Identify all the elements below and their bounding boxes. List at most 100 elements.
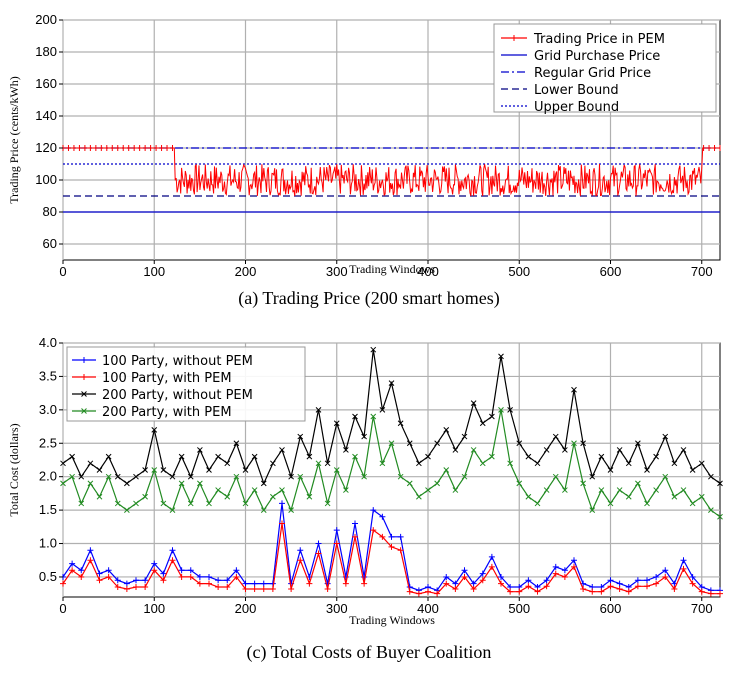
point-marker [461, 567, 468, 574]
point-marker [270, 460, 276, 467]
point-marker [78, 500, 85, 507]
point-marker [133, 577, 139, 584]
point-marker [707, 590, 714, 597]
point-marker [342, 580, 349, 587]
c-ytick-label: 2.5 [39, 435, 57, 450]
a-xtick-label: 100 [143, 264, 165, 279]
point-marker [616, 585, 623, 592]
point-marker [616, 580, 623, 587]
point-marker [571, 563, 577, 570]
point-marker [297, 433, 304, 440]
a-ytick-label: 160 [35, 76, 57, 91]
point-marker [187, 573, 194, 580]
point-marker [197, 447, 203, 453]
point-marker [160, 570, 167, 577]
legend-label-c: 200 Party, with PEM [102, 405, 232, 420]
point-marker [133, 500, 139, 507]
point-marker [498, 406, 504, 413]
caption-c: (c) Total Costs of Buyer Coalition [247, 642, 492, 663]
point-marker [333, 420, 340, 427]
legend-box-a [493, 23, 717, 113]
point-marker [306, 453, 313, 460]
legend-label-c: 100 Party, without PEM [102, 354, 253, 369]
point-marker [151, 567, 158, 574]
point-marker [397, 473, 404, 480]
point-marker [352, 413, 358, 420]
point-marker [671, 493, 678, 500]
point-marker [479, 570, 486, 577]
point-marker [269, 585, 276, 592]
point-marker [124, 480, 130, 487]
point-marker [279, 447, 285, 453]
point-marker [315, 550, 322, 557]
c-xtick-label: 500 [508, 601, 530, 616]
point-marker [516, 440, 523, 447]
point-marker [671, 460, 678, 467]
legend-label-a: Grid Purchase Price [534, 49, 660, 64]
point-marker [461, 473, 468, 480]
point-marker [452, 487, 459, 493]
point-marker [552, 563, 559, 570]
point-marker [470, 580, 477, 587]
point-marker [397, 547, 404, 554]
ticks-a: 0 100 200 300 400 500 600 700 60 80 100 120 140 160 18… [35, 12, 712, 279]
point-marker [452, 447, 459, 453]
point-marker [224, 583, 231, 590]
point-marker [352, 520, 358, 527]
point-marker [114, 583, 121, 590]
point-marker [461, 433, 468, 440]
point-marker [443, 427, 450, 433]
point-marker [662, 567, 669, 574]
a-ytick-label: 100 [35, 172, 57, 187]
point-marker [717, 513, 723, 520]
point-marker [671, 585, 678, 592]
point-marker [370, 346, 377, 353]
point-marker [260, 580, 267, 587]
legend-marker-c [81, 408, 87, 414]
point-marker [315, 460, 322, 467]
point-marker [233, 440, 240, 447]
point-marker [488, 563, 495, 570]
c-ytick-label: 4.0 [39, 335, 57, 350]
legend-label-c: 100 Party, with PEM [102, 371, 232, 386]
point-marker [333, 467, 340, 473]
point-marker [288, 585, 295, 592]
a-xtick-label: 700 [691, 264, 713, 279]
c-xtick-label: 200 [235, 601, 257, 616]
point-marker [416, 460, 422, 467]
point-marker [708, 473, 714, 480]
c-ytick-label: 1.5 [39, 502, 57, 517]
point-marker [561, 573, 568, 580]
point-marker [105, 567, 112, 574]
c-xtick-label: 0 [59, 601, 66, 616]
a-ytick-label: 60 [43, 236, 57, 251]
c-xtick-label: 600 [600, 601, 622, 616]
point-marker [251, 487, 258, 493]
point-marker [525, 577, 532, 584]
c-ytick-label: 2.0 [39, 469, 57, 484]
point-marker [233, 573, 240, 580]
point-marker [662, 473, 669, 480]
point-marker [114, 473, 121, 480]
point-marker [498, 580, 504, 587]
point-marker [178, 453, 185, 460]
point-marker [717, 480, 723, 487]
legend-label-c: 200 Party, without PEM [102, 388, 253, 403]
a-xtick-label: 300 [326, 264, 348, 279]
point-marker [87, 547, 94, 554]
point-marker [142, 493, 148, 500]
point-marker [133, 583, 139, 590]
legend-label-a: Lower Bound [534, 83, 619, 98]
point-marker [607, 500, 614, 507]
point-marker [489, 413, 495, 420]
point-marker [580, 480, 586, 487]
point-marker [333, 540, 340, 547]
a-ytick-label: 80 [43, 204, 57, 219]
point-marker [288, 473, 294, 480]
point-marker [616, 447, 623, 453]
point-marker [169, 473, 176, 480]
point-marker [607, 577, 614, 584]
c-xtick-label: 700 [691, 601, 713, 616]
point-marker [324, 585, 331, 592]
ticks-c: 0 100 200 300 400 500 600 700 0.5 1.0 1.5 2.0 2.5 3.0… [39, 335, 713, 616]
